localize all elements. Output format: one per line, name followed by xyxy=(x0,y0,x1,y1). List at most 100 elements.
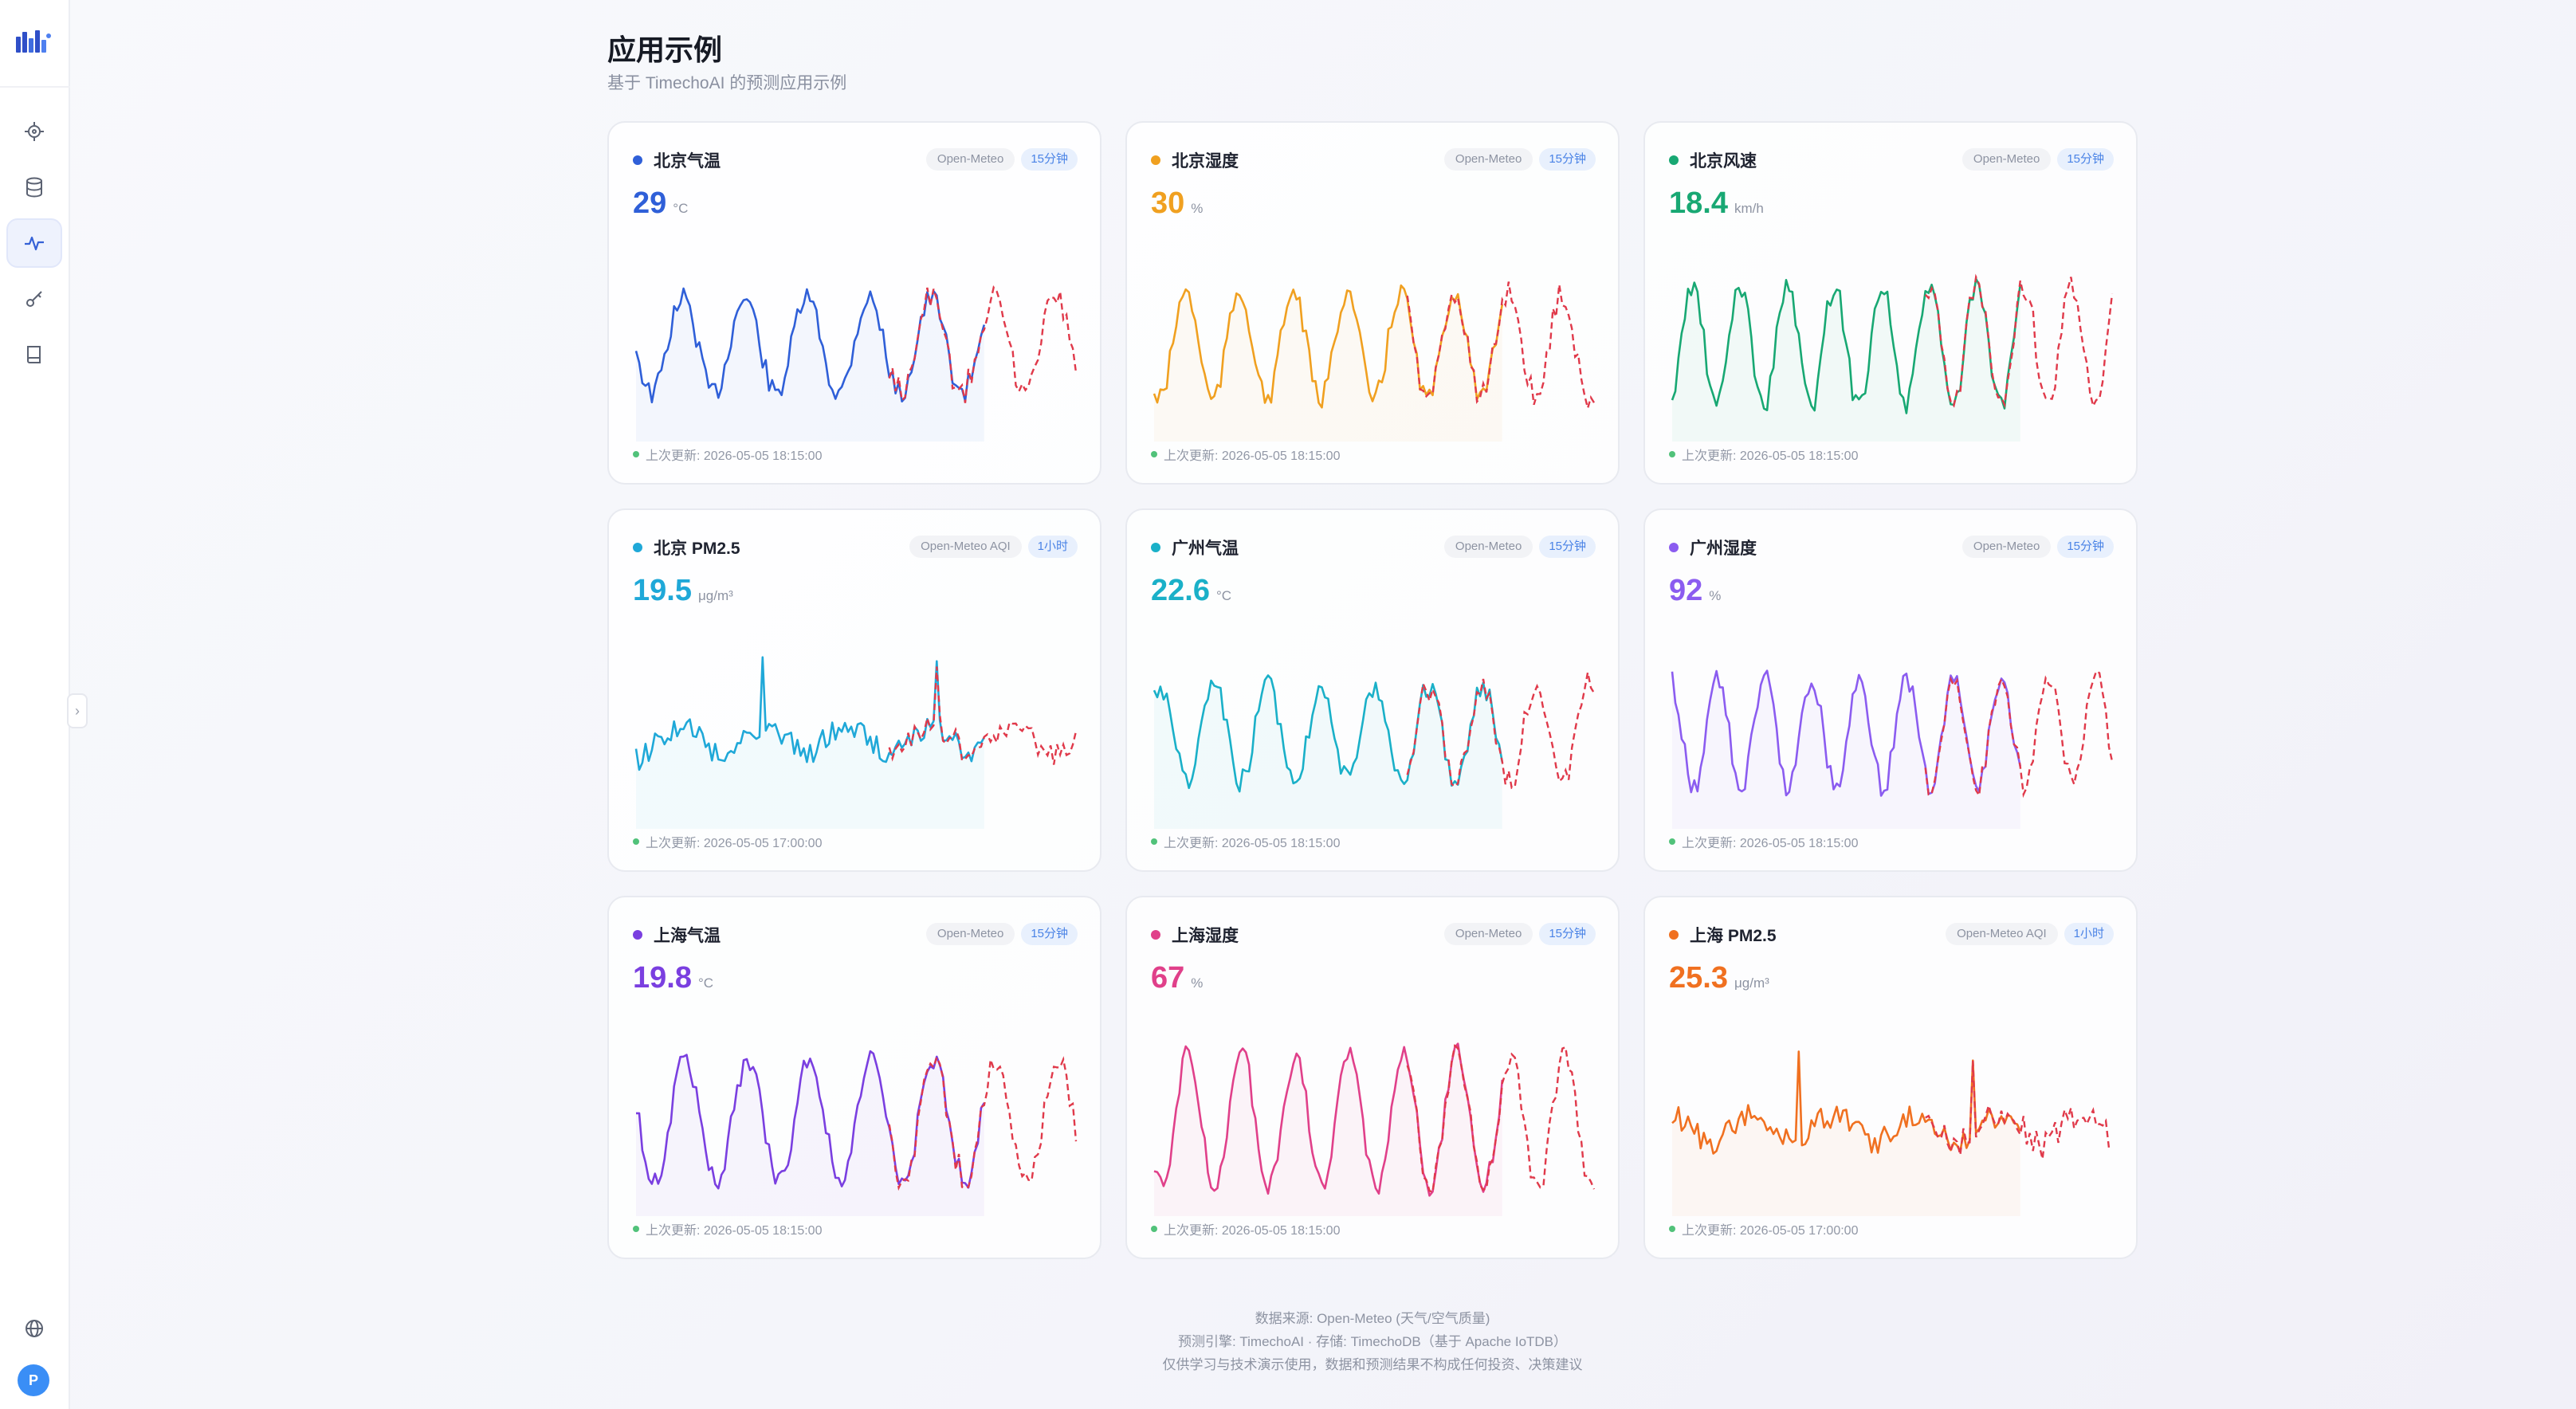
sparkline-chart xyxy=(634,285,1078,442)
card-header: 广州湿度 xyxy=(1669,536,1757,559)
interval-badge: 15分钟 xyxy=(1021,148,1078,171)
nav-activity[interactable] xyxy=(6,218,62,268)
forecast-line xyxy=(1924,669,2114,799)
sparkline-chart xyxy=(1153,1042,1596,1216)
last-updated: 上次更新: 2026-05-05 18:15:00 xyxy=(633,445,822,464)
card-header: 北京 PM2.5 xyxy=(633,536,740,559)
source-badge: Open-Meteo xyxy=(925,923,1015,945)
avatar[interactable]: P xyxy=(18,1364,49,1396)
last-updated: 上次更新: 2026-05-05 18:15:00 xyxy=(1151,445,1340,464)
source-badge: Open-Meteo xyxy=(1443,536,1533,558)
metric-card[interactable]: 上海气温 Open-Meteo 15分钟 19.8 °C 上次更新: 2026-05-05… xyxy=(607,896,1101,1259)
status-dot xyxy=(1151,838,1157,845)
last-updated-text: 上次更新: 2026-05-05 18:15:00 xyxy=(1682,837,1859,850)
status-dot xyxy=(1669,451,1675,457)
series-color-dot xyxy=(633,930,642,940)
current-value: 22.6 °C xyxy=(1151,574,1231,608)
value-number: 30 xyxy=(1151,186,1185,220)
history-area xyxy=(636,288,984,442)
logo-icon[interactable] xyxy=(14,27,53,54)
status-dot xyxy=(1151,451,1157,457)
series-color-dot xyxy=(1669,155,1679,165)
status-dot xyxy=(633,1226,639,1232)
status-dot xyxy=(1669,838,1675,845)
card-tags: Open-Meteo 15分钟 xyxy=(1961,536,2114,558)
history-area xyxy=(1672,278,2020,442)
metric-card[interactable]: 上海湿度 Open-Meteo 15分钟 67% 上次更新: 2026-05-05 18… xyxy=(1125,896,1620,1259)
forecast-line xyxy=(1925,1061,2113,1160)
nav-database[interactable] xyxy=(6,163,62,212)
value-unit: % xyxy=(1191,975,1204,991)
value-unit: °C xyxy=(673,201,689,216)
metric-card[interactable]: 北京湿度 Open-Meteo 15分钟 30% 上次更新: 2026-05-05 18… xyxy=(1125,121,1620,485)
source-badge: Open-Meteo xyxy=(1443,148,1533,171)
metric-card[interactable]: 北京 PM2.5 Open-Meteo AQI 1小时 19.5 μg/m³ 上次更新: … xyxy=(607,508,1101,872)
sidebar-collapse-toggle[interactable]: › xyxy=(67,693,88,728)
current-value: 92% xyxy=(1669,574,1721,608)
status-dot xyxy=(1669,1226,1675,1232)
card-tags: Open-Meteo 15分钟 xyxy=(1443,148,1596,171)
history-area xyxy=(1154,285,1502,442)
forecast-line xyxy=(888,666,1078,765)
card-tags: Open-Meteo AQI 1小时 xyxy=(909,536,1078,558)
card-title: 北京湿度 xyxy=(1172,152,1239,171)
current-value: 19.8 °C xyxy=(633,961,713,995)
nav-language[interactable] xyxy=(6,1304,62,1353)
nav-book[interactable] xyxy=(6,330,62,379)
value-unit: km/h xyxy=(1734,201,1764,216)
interval-badge: 1小时 xyxy=(2064,923,2114,945)
series-color-dot xyxy=(1151,155,1160,165)
card-header: 北京风速 xyxy=(1669,148,1757,172)
last-updated-text: 上次更新: 2026-05-05 18:15:00 xyxy=(646,1224,823,1238)
value-number: 19.5 xyxy=(633,574,692,607)
metric-card[interactable]: 北京风速 Open-Meteo 15分钟 18.4 km/h 上次更新: 2026-05-… xyxy=(1643,121,2138,485)
series-color-dot xyxy=(633,155,642,165)
forecast-line xyxy=(1406,672,1596,790)
value-number: 25.3 xyxy=(1669,961,1728,995)
current-value: 19.5 μg/m³ xyxy=(633,574,733,608)
sparkline-chart xyxy=(634,656,1078,829)
interval-badge: 15分钟 xyxy=(2057,148,2114,171)
interval-badge: 1小时 xyxy=(1027,536,1078,558)
last-updated-text: 上次更新: 2026-05-05 17:00:00 xyxy=(646,837,823,850)
metric-card[interactable]: 广州湿度 Open-Meteo 15分钟 92% 上次更新: 2026-05-05 18… xyxy=(1643,508,2138,872)
forecast-line xyxy=(1406,1044,1596,1194)
page-subtitle: 基于 TimechoAI 的预测应用示例 xyxy=(607,74,847,92)
metric-card[interactable]: 北京气温 Open-Meteo 15分钟 29 °C 上次更新: 2026-05-05 1… xyxy=(607,121,1101,485)
series-color-dot xyxy=(1669,930,1679,940)
footer-engine: 预测引擎: TimechoAI · 存储: TimechoDB（基于 Apach… xyxy=(1177,1334,1568,1349)
activity-icon xyxy=(25,236,44,251)
sparkline-chart xyxy=(1153,281,1596,442)
history-line xyxy=(1153,674,1504,793)
card-tags: Open-Meteo 15分钟 xyxy=(1443,923,1596,945)
last-updated-text: 上次更新: 2026-05-05 18:15:00 xyxy=(646,449,823,463)
footer: 数据来源: Open-Meteo (天气/空气质量) 预测引擎: Timecho… xyxy=(607,1307,2138,1376)
book-icon xyxy=(27,346,41,363)
source-badge: Open-Meteo AQI xyxy=(1946,923,2058,945)
status-dot xyxy=(633,451,639,457)
source-badge: Open-Meteo xyxy=(1961,148,2052,171)
card-header: 广州气温 xyxy=(1151,536,1239,559)
value-number: 19.8 xyxy=(633,961,692,995)
card-title: 北京气温 xyxy=(654,152,721,171)
source-badge: Open-Meteo xyxy=(1443,923,1533,945)
last-updated: 上次更新: 2026-05-05 18:15:00 xyxy=(1669,445,1858,464)
nav-crosshair[interactable] xyxy=(6,107,62,156)
card-title: 上海 PM2.5 xyxy=(1690,927,1777,945)
card-title: 上海气温 xyxy=(654,927,721,945)
last-updated-text: 上次更新: 2026-05-05 18:15:00 xyxy=(1682,449,1859,463)
card-tags: Open-Meteo 15分钟 xyxy=(925,148,1078,171)
card-header: 北京湿度 xyxy=(1151,148,1239,172)
footer-data-source: 数据来源: Open-Meteo (天气/空气质量) xyxy=(1255,1311,1490,1326)
status-dot xyxy=(633,838,639,845)
database-icon xyxy=(26,177,42,198)
value-unit: °C xyxy=(1215,588,1232,603)
last-updated-text: 上次更新: 2026-05-05 18:15:00 xyxy=(1164,837,1341,850)
metric-card[interactable]: 上海 PM2.5 Open-Meteo AQI 1小时 25.3 μg/m³ 上次更新: … xyxy=(1643,896,2138,1259)
source-badge: Open-Meteo AQI xyxy=(909,536,1022,558)
metric-card[interactable]: 广州气温 Open-Meteo 15分钟 22.6 °C 上次更新: 2026-05-05… xyxy=(1125,508,1620,872)
globe-icon xyxy=(26,1320,43,1337)
sidebar: P xyxy=(0,0,70,1409)
nav-key[interactable] xyxy=(6,274,62,324)
card-title: 广州湿度 xyxy=(1690,540,1757,558)
